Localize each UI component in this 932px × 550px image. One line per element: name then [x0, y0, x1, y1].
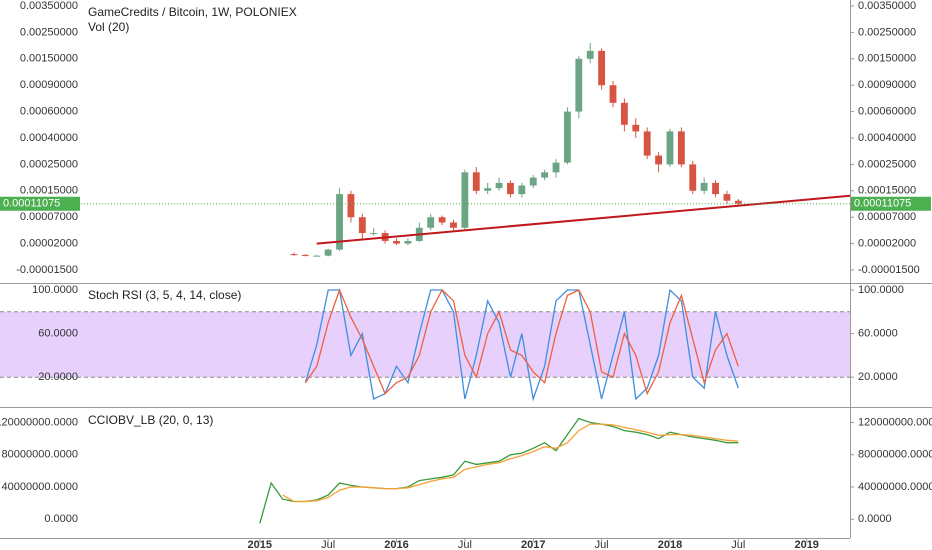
candle-body [450, 222, 457, 228]
y-tick-label: 0.00060000 [20, 106, 78, 118]
last-value-box [851, 196, 931, 211]
y-tick-label-right: 100.0000 [858, 284, 904, 296]
y-tick-label-right: 120000000.0000 [858, 416, 932, 428]
candle-body [472, 172, 480, 191]
candle-body [689, 164, 697, 191]
y-tick-label: 0.00025000 [20, 158, 78, 170]
x-tick-label: Jul [731, 539, 745, 550]
y-tick-label: 0.00015000 [20, 185, 78, 197]
trendline [316, 194, 851, 245]
candle-body [336, 194, 343, 250]
y-tick-label: 0.00150000 [20, 53, 78, 65]
candle-body [324, 249, 332, 256]
x-tick-label: 2015 [248, 539, 272, 550]
y-tick-label: -0.00001500 [16, 264, 78, 276]
y-tick-label: 0.00040000 [20, 132, 78, 144]
y-tick-label: 0.00250000 [20, 26, 78, 38]
series-line [304, 288, 739, 402]
y-tick-label-right: 0.00015000 [858, 185, 916, 197]
series-line [282, 423, 739, 503]
y-tick-label-right: 40000000.0000 [858, 481, 932, 493]
candle-body [529, 177, 537, 186]
y-tick-label-right: 0.00040000 [858, 132, 916, 144]
y-tick-label-right: 0.00025000 [858, 158, 916, 170]
y-tick-label-right: 20.0000 [858, 371, 898, 383]
candle-body [564, 111, 571, 163]
x-tick-label: Jul [321, 539, 335, 550]
candle-body [427, 217, 435, 228]
chart-subtitle: Vol (20) [88, 20, 129, 34]
x-tick-label: 2019 [794, 539, 818, 550]
candle-body [632, 124, 640, 132]
panel-title: CCIOBV_LB (20, 0, 13) [88, 413, 213, 427]
y-tick-label-right: 0.0000 [858, 513, 892, 525]
candle-body [484, 188, 492, 191]
candle-body [301, 254, 309, 256]
candle-body [313, 255, 321, 257]
y-tick-label-right: 0.00150000 [858, 53, 916, 65]
y-tick-label: 0.00350000 [20, 0, 78, 12]
y-tick-label: 0.00007000 [20, 211, 78, 223]
y-tick-label: 40000000.0000 [2, 481, 78, 493]
candle-body [393, 240, 400, 244]
candle-body [347, 194, 355, 218]
candle-body [700, 182, 708, 191]
y-tick-label-right: 0.00250000 [858, 26, 916, 38]
candle-body [358, 217, 366, 234]
candle-body [518, 185, 526, 195]
candle-body [552, 162, 560, 173]
x-tick-label: Jul [458, 539, 472, 550]
y-tick-label-right: 0.00002000 [858, 238, 916, 250]
y-tick-label: 0.00002000 [20, 238, 78, 250]
y-tick-label: 120000000.0000 [0, 416, 78, 428]
candle-body [507, 182, 514, 195]
y-tick-label-right: -0.00001500 [858, 264, 920, 276]
y-tick-label: 100.0000 [32, 284, 78, 296]
y-tick-label: 0.00090000 [20, 79, 78, 91]
band [0, 311, 850, 378]
x-tick-label: 2018 [658, 539, 682, 550]
candle-body [655, 155, 662, 165]
series-line [304, 288, 739, 396]
candle-body [609, 85, 617, 103]
y-tick-label: 0.0000 [44, 513, 78, 525]
last-value-label: 0.00011075 [854, 198, 911, 210]
series-line [259, 417, 739, 524]
y-tick-label-right: 0.00350000 [858, 0, 916, 12]
candle-body [586, 50, 594, 59]
candle-body [723, 194, 731, 201]
y-tick-label-right: 0.00060000 [858, 106, 916, 118]
candle-body [404, 240, 412, 244]
candle-body [643, 131, 651, 156]
candle-body [438, 217, 446, 223]
last-value-label: 0.00011075 [3, 198, 60, 210]
x-tick-label: 2017 [521, 539, 545, 550]
y-tick-label-right: 60.0000 [858, 328, 898, 340]
candle-body [620, 102, 628, 125]
candle-body [495, 182, 503, 189]
candle-body [370, 233, 378, 235]
candle-body [666, 131, 674, 165]
candle-body [712, 182, 719, 195]
y-tick-label: 20.0000 [38, 371, 78, 383]
x-tick-label: Jul [595, 539, 609, 550]
chart-title: GameCredits / Bitcoin, 1W, POLONIEX [88, 5, 297, 19]
y-tick-label-right: 0.00007000 [858, 211, 916, 223]
panel-title: Stoch RSI (3, 5, 4, 14, close) [88, 288, 241, 302]
y-tick-label: 60.0000 [38, 328, 78, 340]
last-value-box [0, 196, 80, 211]
candle-body [461, 172, 469, 228]
candle-body [677, 131, 685, 165]
candle-body [575, 58, 583, 112]
candle-body [290, 254, 298, 256]
x-tick-label: 2016 [384, 539, 408, 550]
y-tick-label-right: 80000000.0000 [858, 449, 932, 461]
candle-body [541, 172, 549, 178]
candle-body [598, 50, 606, 86]
y-tick-label-right: 0.00090000 [858, 79, 916, 91]
candle-body [734, 200, 742, 204]
y-tick-label: 80000000.0000 [2, 449, 78, 461]
